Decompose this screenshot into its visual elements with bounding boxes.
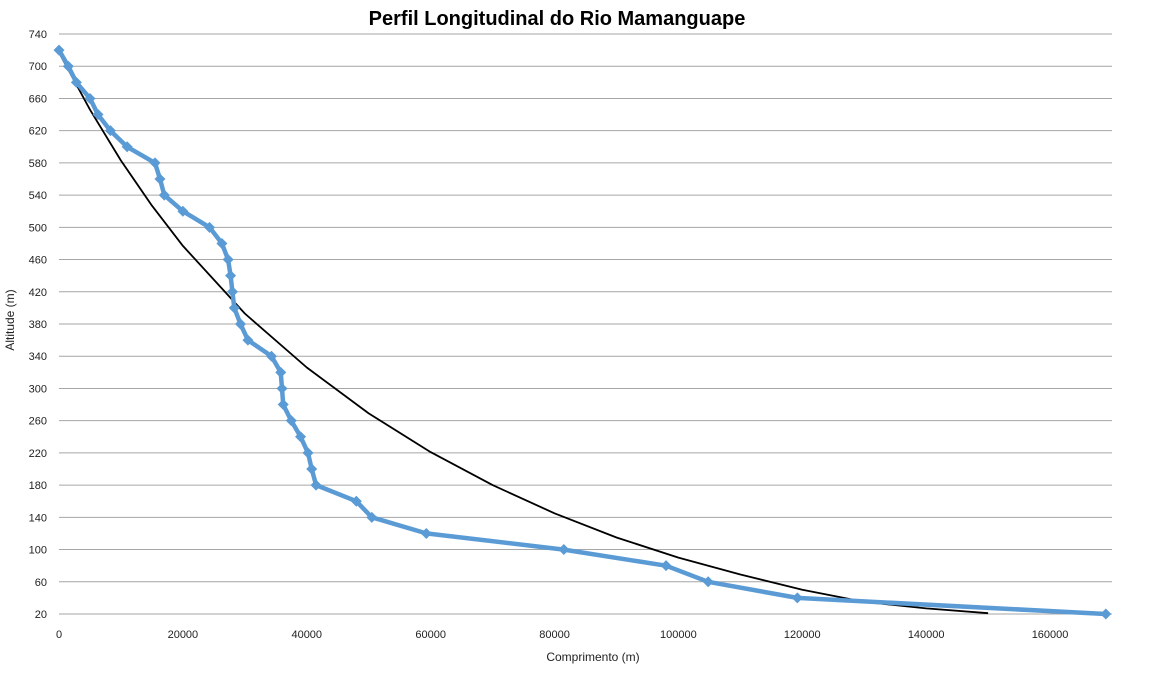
x-tick-label-100000: 100000 [660,629,697,641]
y-tick-labels: 20 60 100 140 180 220 260 300 340 380 420 460 500 540… [29,29,47,621]
y-tick-label-140: 140 [29,512,47,524]
data-point-marker [285,415,297,427]
profile-series-line [56,47,1109,617]
data-point-marker [1100,608,1112,620]
data-point-marker [276,382,288,394]
data-point-marker [228,302,240,314]
data-point-marker [92,109,104,121]
x-tick-label-0: 0 [56,629,62,641]
data-point-marker [306,463,318,475]
data-point-marker [84,92,96,104]
x-tick-label-80000: 80000 [539,629,570,641]
data-point-marker [310,479,322,491]
y-tick-label-220: 220 [29,448,47,460]
trend-curve-line [58,52,989,615]
y-tick-label-540: 540 [29,190,47,202]
y-tick-label-580: 580 [29,158,47,170]
gridlines [59,33,1112,583]
y-tick-label-420: 420 [29,287,47,299]
x-tick-label-20000: 20000 [168,629,199,641]
data-point-marker [277,399,289,411]
x-tick-label-120000: 120000 [784,629,821,641]
x-axis-label: Comprimento (m) [546,650,639,664]
data-point-marker [53,44,65,56]
y-tick-label-20: 20 [35,609,47,621]
y-tick-label-60: 60 [35,577,47,589]
data-point-marker [104,125,116,137]
y-tick-label-260: 260 [29,416,47,428]
y-axis-label: Altitude (m) [3,289,17,350]
x-tick-label-60000: 60000 [415,629,446,641]
series-group [53,44,1112,620]
y-tick-label-300: 300 [29,383,47,395]
data-point-marker [265,350,277,362]
x-tick-label-160000: 160000 [1032,629,1069,641]
data-point-marker [158,189,170,201]
data-point-marker [660,560,672,572]
data-point-marker [242,334,254,346]
data-point-marker [149,157,161,169]
data-point-marker [226,286,238,298]
data-point-marker [234,318,246,330]
chart-title: Perfil Longitudinal do Rio Mamanguape [369,8,746,30]
data-point-marker [121,141,133,153]
y-tick-label-460: 460 [29,255,47,267]
y-tick-label-700: 700 [29,61,47,73]
data-point-marker [204,221,216,233]
y-tick-label-380: 380 [29,319,47,331]
data-point-marker [302,447,314,459]
data-point-marker [295,431,307,443]
y-tick-label-340: 340 [29,351,47,363]
data-point-marker [791,592,803,604]
y-tick-label-660: 660 [29,93,47,105]
data-point-marker [177,205,189,217]
y-tick-label-180: 180 [29,480,47,492]
data-point-marker [366,511,378,523]
x-tick-label-140000: 140000 [908,629,945,641]
data-point-marker [222,254,234,266]
y-tick-label-100: 100 [29,545,47,557]
data-point-marker [420,527,432,539]
data-point-marker [154,173,166,185]
data-point-marker [558,544,570,556]
data-point-marker [70,76,82,88]
data-point-marker [225,270,237,282]
y-tick-label-620: 620 [29,126,47,138]
data-point-marker [275,366,287,378]
x-tick-label-40000: 40000 [291,629,322,641]
x-tick-labels: 0 20000 40000 60000 80000 100000 120000 140000 1… [56,629,1068,641]
y-tick-label-500: 500 [29,222,47,234]
data-point-marker [62,60,74,72]
data-point-marker [350,495,362,507]
data-point-marker [216,237,228,249]
y-tick-label-740: 740 [29,29,47,41]
data-point-marker [702,576,714,588]
